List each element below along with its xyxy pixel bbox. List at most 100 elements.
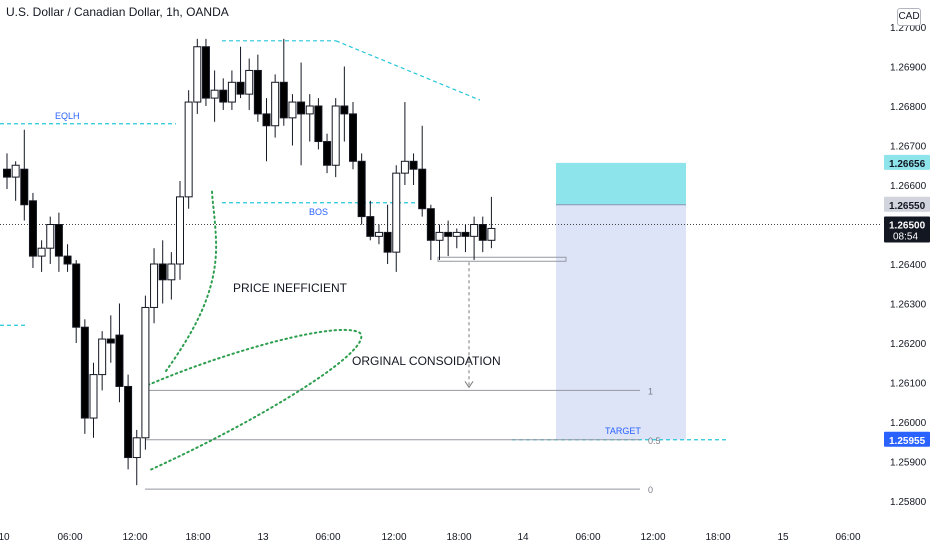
- candle-body: [227, 81, 236, 103]
- price-tag-label: 1.26550: [889, 201, 926, 212]
- candle-body: [115, 334, 124, 387]
- countdown-label: 08:54: [893, 232, 918, 243]
- candle: [115, 303, 124, 403]
- candle-body: [305, 105, 314, 115]
- price-tag-bg: [884, 431, 930, 447]
- time-tick-label: 15: [777, 532, 789, 543]
- price-tag-label: 1.26656: [889, 159, 926, 170]
- bos-label: BOS: [309, 207, 328, 217]
- consolidation-box: [437, 256, 567, 262]
- price-axis: 1.27000 1.26900 1.26800 1.26700 1.26600 1.265…: [884, 23, 930, 508]
- candle-body: [340, 105, 349, 115]
- candle-body: [331, 105, 340, 166]
- candle: [176, 181, 184, 280]
- candle-body: [392, 172, 401, 253]
- candle-body: [487, 227, 496, 241]
- candle-body: [184, 101, 193, 198]
- candle-body: [167, 263, 176, 281]
- candle: [435, 224, 444, 261]
- time-tick-label: 06:00: [315, 532, 340, 543]
- candle: [478, 216, 487, 253]
- candle: [487, 196, 496, 249]
- candle-body: [461, 231, 470, 237]
- candle: [357, 153, 366, 225]
- fib-0-label: 0: [648, 485, 653, 495]
- price-tag: 1.25955: [884, 431, 930, 447]
- candle: [28, 192, 37, 268]
- candle-body: [349, 113, 357, 162]
- candle: [383, 204, 392, 264]
- price-tick-label: 1.26300: [890, 300, 927, 311]
- candle-body: [374, 231, 383, 237]
- candle: [158, 240, 167, 304]
- candle: [167, 252, 176, 300]
- candle-body: [426, 208, 435, 241]
- candle-body: [11, 164, 20, 178]
- candle-body: [435, 231, 444, 241]
- candle-body: [470, 224, 479, 237]
- consolidation-label: ORGINAL CONSOIDATION: [352, 354, 501, 368]
- price-tick-label: 1.26700: [890, 142, 927, 153]
- time-tick-label: 06:00: [835, 532, 860, 543]
- fib-05-label: 0.5: [648, 436, 661, 446]
- candle-body: [271, 81, 280, 127]
- price-tick-label: 1.26400: [890, 260, 927, 271]
- annotation-labels: EQLH BOS PRICE INEFFICIENT ORGINAL CONSOIDA…: [55, 111, 661, 495]
- candle: [461, 224, 470, 253]
- price-tag: 1.26656: [884, 154, 930, 170]
- time-tick-label: 10: [0, 532, 10, 543]
- candle: [132, 429, 141, 486]
- candle: [253, 54, 262, 122]
- annotation-lines: [0, 40, 880, 490]
- candle: [331, 98, 340, 178]
- candle-body: [193, 46, 202, 103]
- price-tag-label: 1.26500: [889, 221, 926, 232]
- candle-body: [418, 168, 427, 210]
- candle-body: [288, 101, 297, 119]
- time-tick-label: 18:00: [446, 532, 471, 543]
- candle-body: [245, 69, 254, 95]
- candle: [305, 94, 314, 142]
- candle-body: [98, 338, 107, 376]
- candle: [227, 70, 236, 110]
- risk-reward-boxes: [556, 162, 686, 440]
- price-tick-label: 1.26900: [890, 63, 927, 74]
- price-tag-label: 1.25955: [889, 436, 926, 447]
- candle-body: [210, 89, 219, 99]
- price-tick-label: 1.25900: [890, 458, 927, 469]
- candle: [98, 331, 107, 391]
- time-axis: 10 06:00 12:00 18:00 13 06:00 12:00 18:00 14 06:0…: [0, 532, 861, 543]
- candle: [37, 240, 46, 272]
- candle: [349, 102, 357, 170]
- trendline: [335, 40, 481, 101]
- candle: [11, 161, 20, 201]
- candle-body: [176, 196, 184, 265]
- candle-body: [150, 263, 159, 308]
- candle-body: [366, 216, 375, 237]
- candle: [106, 315, 115, 363]
- candle-body: [158, 263, 167, 281]
- candle-body: [452, 231, 461, 237]
- candle: [141, 295, 150, 450]
- candle-body: [3, 168, 11, 178]
- time-tick-label: 12:00: [381, 532, 406, 543]
- candle: [288, 94, 297, 146]
- candle: [444, 220, 453, 257]
- candle-body: [297, 101, 306, 115]
- currency-button[interactable]: CAD: [897, 8, 921, 26]
- candle: [426, 204, 435, 261]
- candles: [3, 38, 496, 486]
- time-tick-label: 06:00: [57, 532, 82, 543]
- time-tick-label: 13: [257, 532, 269, 543]
- candle: [46, 216, 55, 264]
- candle-body: [46, 224, 55, 249]
- candle: [193, 38, 202, 114]
- price-tick-label: 1.27000: [890, 23, 927, 34]
- candle-body: [253, 69, 262, 115]
- candle-body: [478, 224, 487, 241]
- candle-body: [80, 326, 89, 419]
- candle: [279, 38, 288, 126]
- candle-body: [106, 338, 115, 344]
- time-tick-label: 18:00: [185, 532, 210, 543]
